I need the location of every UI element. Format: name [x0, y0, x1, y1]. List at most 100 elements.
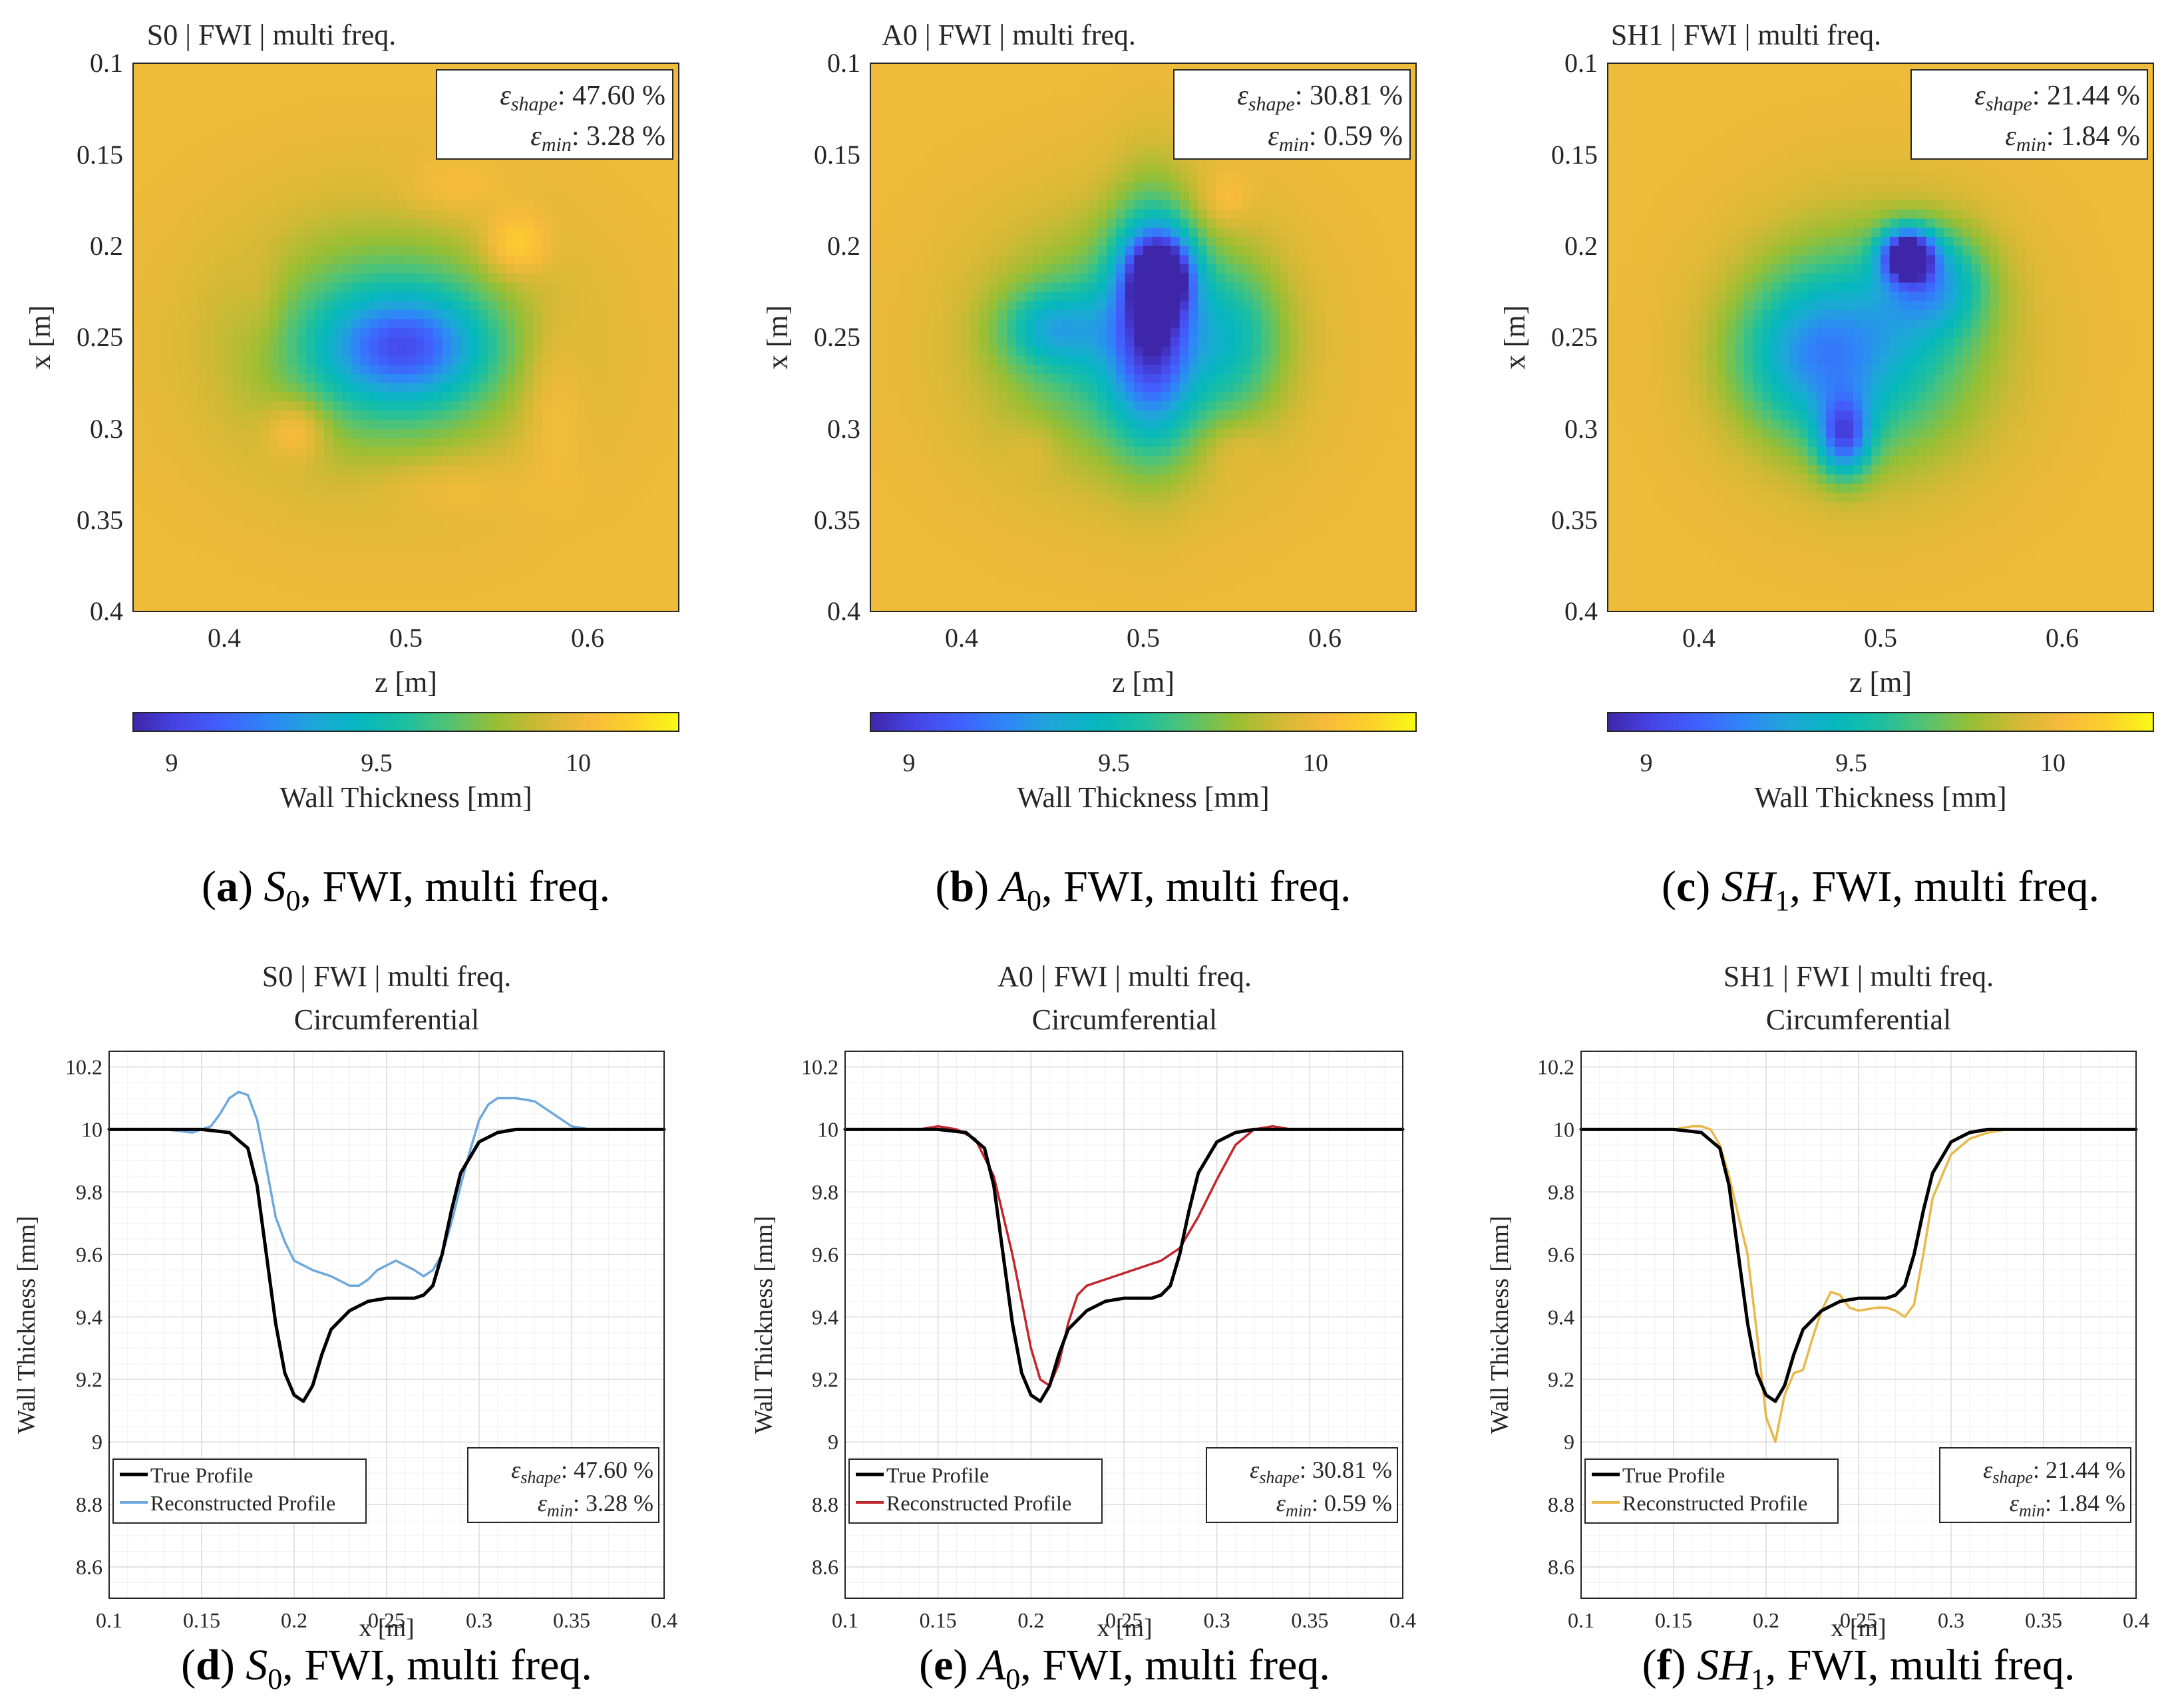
heatmap-cell — [415, 428, 425, 438]
heatmap-cell — [478, 291, 488, 301]
heatmap-cell — [242, 492, 252, 502]
heatmap-cell — [506, 474, 516, 484]
heatmap-cell — [196, 373, 206, 384]
heatmap-cell — [379, 373, 389, 384]
heatmap-cell — [1298, 264, 1308, 274]
heatmap-cell — [351, 483, 361, 494]
heatmap-cell — [1143, 99, 1153, 110]
heatmap-cell — [342, 246, 352, 256]
heatmap-cell — [379, 419, 389, 429]
heatmap-cell — [624, 492, 634, 502]
heatmap-cell — [369, 456, 379, 466]
heatmap-cell — [342, 191, 352, 201]
heatmap-cell — [433, 309, 443, 320]
heatmap-cell — [287, 319, 297, 329]
heatmap-cell — [624, 209, 634, 220]
heatmap-cell — [169, 538, 179, 548]
heatmap-cell — [1007, 136, 1017, 146]
heatmap-cell — [898, 136, 908, 146]
heatmap-cell — [397, 410, 407, 421]
heatmap-cell — [469, 502, 479, 512]
heatmap-cell — [215, 255, 225, 265]
heatmap-cell — [898, 108, 908, 118]
heatmap-cell — [260, 355, 270, 365]
heatmap-cell — [1070, 154, 1080, 164]
heatmap-cell — [369, 355, 379, 365]
heatmap-cell — [188, 483, 198, 494]
heatmap-cell — [278, 136, 288, 146]
heatmap-cell — [660, 355, 670, 365]
heatmap-cell — [1070, 255, 1080, 265]
heatmap-cell — [342, 136, 352, 146]
heatmap-cell — [542, 255, 552, 265]
heatmap-cell — [442, 282, 452, 292]
heatmap-cell — [160, 164, 170, 174]
heatmap-cell — [669, 365, 679, 375]
heatmap-cell — [460, 401, 470, 411]
heatmap-cell — [1007, 209, 1017, 220]
heatmap-cell — [606, 401, 616, 411]
heatmap-cell — [324, 246, 334, 256]
heatmap-cell — [433, 373, 443, 384]
heatmap-cell — [387, 273, 397, 283]
heatmap-cell — [215, 474, 225, 484]
heatmap-cell — [988, 172, 998, 183]
heatmap-cell — [424, 200, 434, 210]
heatmap-cell — [551, 483, 561, 494]
heatmap-cell — [615, 465, 625, 475]
heatmap-cell — [542, 273, 552, 283]
heatmap-cell — [406, 337, 416, 347]
heatmap-cell — [297, 99, 307, 110]
heatmap-cell — [1097, 191, 1107, 201]
heatmap-cell — [478, 264, 488, 274]
heatmap-cell — [324, 383, 334, 393]
heatmap-cell — [615, 182, 625, 192]
heatmap-cell — [351, 401, 361, 411]
heatmap-cell — [260, 108, 270, 118]
heatmap-cell — [570, 602, 580, 612]
heatmap-cell — [206, 273, 216, 283]
heatmap-cell — [360, 72, 370, 83]
heatmap-cell — [578, 264, 588, 274]
heatmap-cell — [169, 474, 179, 484]
heatmap-cell — [251, 401, 261, 411]
heatmap-cell — [524, 584, 534, 594]
heatmap-cell — [588, 301, 598, 311]
heatmap-cell — [215, 154, 225, 164]
heatmap-cell — [360, 602, 370, 612]
heatmap-cell — [224, 602, 234, 612]
heatmap-cell — [315, 200, 325, 210]
heatmap-cell — [278, 90, 288, 100]
heatmap-cell — [424, 246, 434, 256]
heatmap-cell — [533, 164, 543, 174]
heatmap-cell — [242, 209, 252, 220]
heatmap-cell — [551, 355, 561, 365]
heatmap-cell — [578, 392, 588, 402]
heatmap-cell — [660, 264, 670, 274]
heatmap-cell — [433, 428, 443, 438]
heatmap-cell — [151, 392, 161, 402]
heatmap-cell — [660, 547, 670, 558]
heatmap-cell — [1379, 218, 1389, 228]
heatmap-cell — [142, 236, 152, 247]
heatmap-cell — [578, 410, 588, 421]
heatmap-cell — [1097, 236, 1107, 247]
heatmap-cell — [1334, 209, 1344, 220]
heatmap-cell — [524, 492, 534, 502]
heatmap-cell — [570, 474, 580, 484]
heatmap-cell — [242, 264, 252, 274]
heatmap-cell — [943, 228, 953, 238]
heatmap-cell — [178, 172, 188, 183]
heatmap-cell — [1397, 246, 1407, 256]
heatmap-cell — [133, 575, 143, 585]
heatmap-cell — [305, 474, 315, 484]
heatmap-cell — [1015, 209, 1025, 220]
heatmap-cell — [1089, 236, 1099, 247]
heatmap-cell — [315, 218, 325, 228]
heatmap-cell — [961, 172, 971, 183]
heatmap-cell — [224, 236, 234, 247]
heatmap-cell — [952, 81, 962, 91]
heatmap-cell — [1015, 228, 1025, 238]
heatmap-cell — [169, 355, 179, 365]
heatmap-cell — [360, 228, 370, 238]
